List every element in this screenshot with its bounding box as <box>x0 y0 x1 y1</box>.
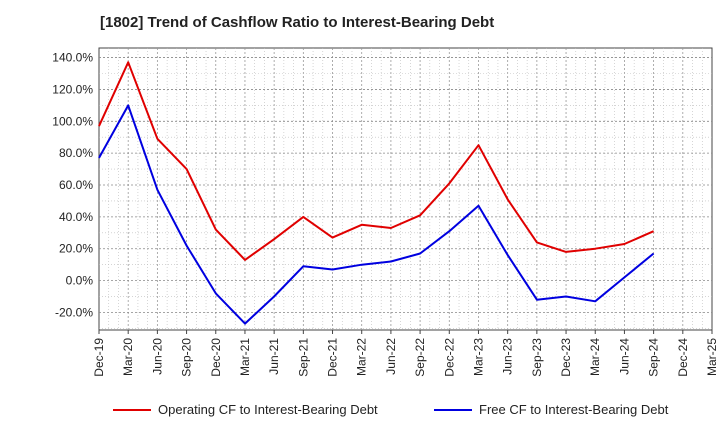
x-tick-label: Mar-25 <box>705 338 719 376</box>
x-tick-label: Jun-20 <box>150 338 164 375</box>
x-tick-label: Dec-21 <box>326 338 340 377</box>
x-tick-label: Sep-24 <box>647 338 661 377</box>
legend-label-1: Operating CF to Interest-Bearing Debt <box>158 402 378 417</box>
y-tick-label: 120.0% <box>52 82 93 96</box>
series-line-1 <box>98 61 655 261</box>
x-tick-label: Dec-24 <box>676 338 690 377</box>
y-tick-label: 20.0% <box>59 242 93 256</box>
x-tick-label: Dec-19 <box>92 338 106 377</box>
y-tick-label: 140.0% <box>52 51 93 65</box>
y-tick-label: 0.0% <box>66 274 94 288</box>
chart-title: [1802] Trend of Cashflow Ratio to Intere… <box>100 14 495 31</box>
x-tick-label: Sep-23 <box>530 338 544 377</box>
y-tick-label: 80.0% <box>59 146 93 160</box>
x-tick-label: Jun-23 <box>501 338 515 375</box>
plot-area <box>98 47 713 331</box>
y-tick-label: 100.0% <box>52 114 93 128</box>
x-tick-label: Sep-21 <box>296 338 310 377</box>
series-line-2 <box>98 104 655 325</box>
legend-label-2: Free CF to Interest-Bearing Debt <box>479 402 669 417</box>
x-tick-label: Jun-24 <box>617 338 631 375</box>
y-tick-label: 40.0% <box>59 210 93 224</box>
x-tick-label: Dec-22 <box>442 338 456 377</box>
y-tick-label: 60.0% <box>59 178 93 192</box>
x-tick-label: Sep-22 <box>413 338 427 377</box>
x-tick-label: Mar-22 <box>355 338 369 376</box>
x-tick-label: Dec-20 <box>209 338 223 377</box>
x-tick-label: Mar-21 <box>238 338 252 376</box>
x-tick-label: Jun-21 <box>267 338 281 375</box>
x-tick-label: Dec-23 <box>559 338 573 377</box>
x-tick-label: Jun-22 <box>384 338 398 375</box>
y-tick-label: -20.0% <box>55 305 93 319</box>
x-tick-label: Mar-24 <box>588 338 602 376</box>
x-tick-label: Mar-23 <box>471 338 485 376</box>
x-tick-label: Sep-20 <box>180 338 194 377</box>
x-tick-label: Mar-20 <box>121 338 135 376</box>
